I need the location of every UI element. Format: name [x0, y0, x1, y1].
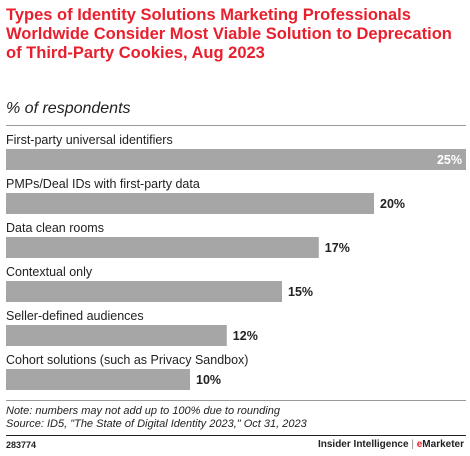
- value-label: 12%: [233, 329, 258, 343]
- chart-title: Types of Identity Solutions Marketing Pr…: [6, 6, 452, 62]
- value-label: 25%: [437, 153, 462, 167]
- bar: [6, 325, 227, 346]
- chart-source: Source: ID5, "The State of Digital Ident…: [6, 418, 307, 430]
- bottom-divider: [6, 400, 466, 401]
- value-label: 10%: [196, 373, 221, 387]
- value-label: 20%: [380, 197, 405, 211]
- bar: [6, 193, 374, 214]
- brand-logo: Insider Intelligence | eMarketer: [318, 439, 464, 450]
- bar: [6, 237, 319, 258]
- category-label: First-party universal identifiers: [6, 133, 173, 147]
- brand-separator: |: [411, 439, 414, 450]
- category-label: PMPs/Deal IDs with first-party data: [6, 177, 200, 191]
- category-label: Data clean rooms: [6, 221, 104, 235]
- category-label: Contextual only: [6, 265, 93, 279]
- category-label: Cohort solutions (such as Privacy Sandbo…: [6, 353, 248, 367]
- value-label: 15%: [288, 285, 313, 299]
- brand-emarketer-e: e: [416, 439, 423, 450]
- chart-note: Note: numbers may not add up to 100% due…: [6, 405, 280, 417]
- bar: [6, 281, 282, 302]
- category-label: Seller-defined audiences: [6, 309, 144, 323]
- chart-id-code: 283774: [6, 440, 37, 450]
- footer-divider: [6, 435, 466, 436]
- value-label: 17%: [325, 241, 350, 255]
- top-divider: [6, 125, 466, 126]
- bar: [6, 149, 466, 170]
- bar: [6, 369, 190, 390]
- bar-chart: First-party universal identifiers 25% PMPs…: [6, 133, 466, 390]
- brand-emarketer-rest: Marketer: [422, 439, 464, 450]
- brand-name: Insider Intelligence: [317, 439, 409, 450]
- chart-subtitle: % of respondents: [6, 100, 131, 117]
